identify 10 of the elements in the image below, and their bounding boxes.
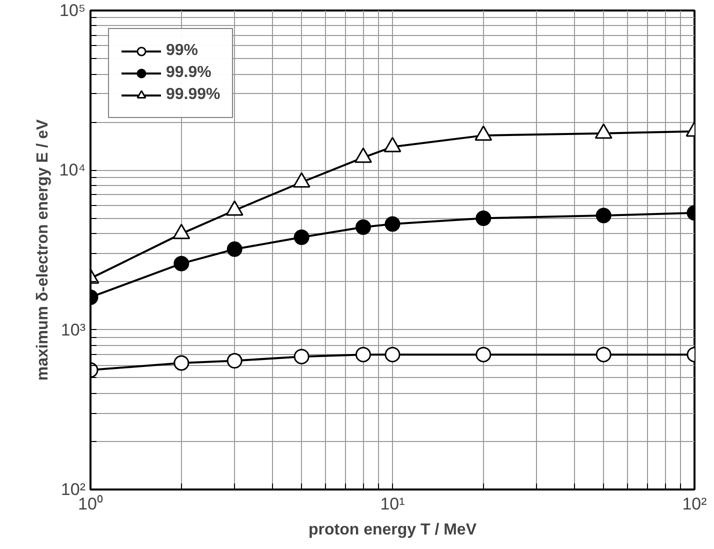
- legend-label: 99.9%: [166, 64, 212, 82]
- y-tick-label: 10⁴: [59, 160, 86, 180]
- legend-label: 99.99%: [166, 86, 220, 104]
- x-tick-label: 10¹: [380, 494, 406, 514]
- y-tick-label: 10³: [60, 320, 86, 340]
- x-axis-title: proton energy T / MeV: [308, 522, 477, 538]
- y-axis-title: maximum δ-electron energy E / eV: [34, 118, 52, 381]
- legend-label: 99%: [166, 42, 198, 60]
- x-tick-label: 10²: [682, 494, 708, 514]
- y-tick-label: 10⁵: [60, 1, 86, 20]
